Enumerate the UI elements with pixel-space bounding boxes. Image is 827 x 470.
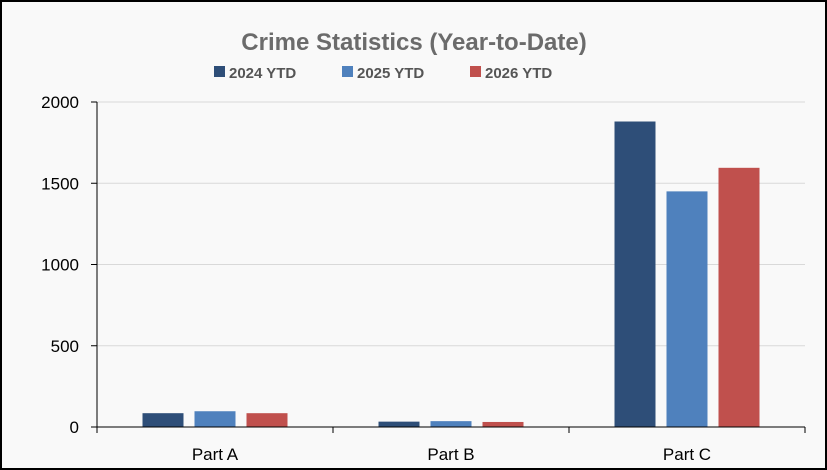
y-tick-label: 1500 — [41, 174, 79, 193]
legend-swatch-2 — [342, 66, 353, 77]
bar-part-c-series-1 — [614, 121, 656, 427]
y-tick-label: 1000 — [41, 256, 79, 275]
bar-part-c-series-3 — [718, 167, 760, 427]
legend-swatch-3 — [470, 66, 481, 77]
legend-swatch-1 — [214, 66, 225, 77]
bar-part-b-series-2 — [430, 421, 472, 427]
bar-part-b-series-1 — [378, 421, 420, 427]
x-category-label: Part C — [663, 445, 711, 464]
x-category-label: Part B — [427, 445, 474, 464]
y-axis-ticks: 0 500 1000 1500 2000 — [41, 93, 97, 437]
bar-part-a-series-1 — [142, 413, 184, 427]
legend: 2024 YTD 2025 YTD 2026 YTD — [214, 65, 552, 82]
bar-part-a-series-2 — [194, 411, 236, 427]
x-category-label: Part A — [192, 445, 239, 464]
bars — [142, 121, 760, 427]
legend-label-1: 2024 YTD — [229, 65, 296, 82]
bar-part-a-series-3 — [246, 413, 288, 427]
y-tick-label: 2000 — [41, 93, 79, 112]
legend-label-3: 2026 YTD — [485, 65, 552, 82]
x-axis-categories: Part A Part B Part C — [96, 427, 806, 464]
bar-part-b-series-3 — [482, 421, 524, 427]
legend-label-2: 2025 YTD — [357, 65, 424, 82]
y-tick-label: 500 — [51, 337, 79, 356]
chart-title: Crime Statistics (Year-to-Date) — [241, 29, 586, 56]
bar-part-c-series-2 — [666, 191, 708, 427]
y-tick-label: 0 — [70, 418, 79, 437]
